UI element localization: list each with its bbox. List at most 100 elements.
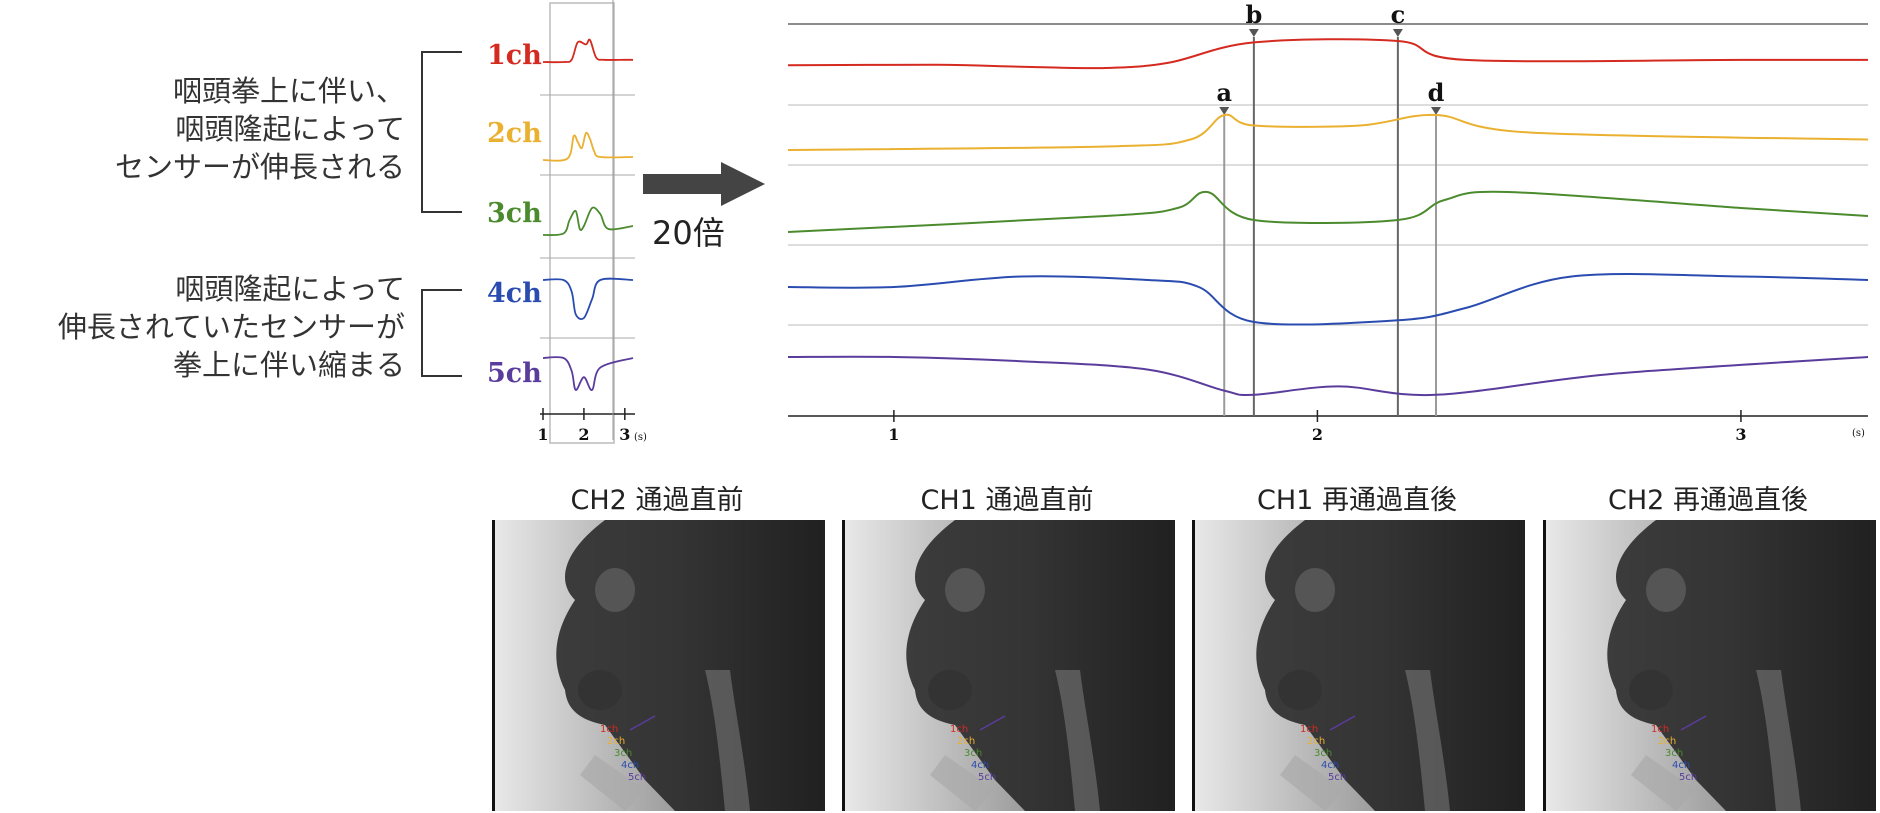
xray-channel-label: 1ch <box>1300 724 1318 735</box>
xray-channel-label: 3ch <box>1314 748 1332 759</box>
manometry-figure: 1ch 2ch 3ch 4ch 5ch 1 2 3 (s) 20倍 a b c d 1 2 3 (s) <box>421 0 1869 444</box>
xray-image: 1ch 2ch 3ch 4ch 5ch <box>1192 520 1525 811</box>
xray-channel-label: 1ch <box>600 724 618 735</box>
channel-label-4ch: 4ch <box>487 278 542 309</box>
xray-spine <box>705 670 750 811</box>
overview-series-2ch <box>542 131 634 162</box>
arrow-shaft <box>643 174 723 194</box>
xray-channel-label: 3ch <box>1665 748 1683 759</box>
overview-series-4ch <box>542 277 634 320</box>
xray-sensor-line <box>1680 715 1707 731</box>
zoomed-x-tick-label: 1 <box>888 425 899 444</box>
arrow-head <box>721 162 765 206</box>
xray-jaw <box>928 670 972 710</box>
xray-channel-label: 1ch <box>1651 724 1669 735</box>
xray-channel-label: 5ch <box>628 772 646 783</box>
xray-larynx <box>1280 755 1345 811</box>
zoom-label: 20倍 <box>652 214 725 252</box>
xray-channel-label: 4ch <box>621 760 639 771</box>
xray-sensor-line <box>1329 715 1356 731</box>
bracket-shrink <box>421 289 462 377</box>
xray-channel-label: 2ch <box>957 736 975 747</box>
overview-x-tick-label: 1 <box>537 425 548 444</box>
channel-label-1ch: 1ch <box>487 40 542 71</box>
xray-channel-label: 2ch <box>1307 736 1325 747</box>
marker-label-a: a <box>1216 78 1232 107</box>
channel-label-5ch: 5ch <box>487 358 542 389</box>
xray-image: 1ch 2ch 3ch 4ch 5ch <box>492 520 825 811</box>
xray-title: CH2 再通過直後 <box>1608 485 1808 516</box>
xray-jaw <box>578 670 622 710</box>
xray-channel-label: 4ch <box>1672 760 1690 771</box>
annotation-line: 拳上に伴い縮まる <box>172 348 405 382</box>
zoomed-series-5ch <box>787 355 1869 397</box>
overview-x-unit: (s) <box>634 432 647 443</box>
xray-channel-label: 4ch <box>1321 760 1339 771</box>
overview-highlight-box <box>549 2 615 444</box>
xray-larynx <box>930 755 995 811</box>
xray-channel-label: 4ch <box>971 760 989 771</box>
xray-channel-label: 5ch <box>1679 772 1697 783</box>
xray-skull-detail <box>945 568 985 612</box>
zoom-arrow <box>643 162 765 206</box>
xray-channel-label: 1ch <box>950 724 968 735</box>
xray-jaw <box>1278 670 1322 710</box>
annotation-shrink: 咽頭隆起によって 伸長されていたセンサーが 拳上に伴い縮まる <box>0 270 405 384</box>
zoomed-series-2ch <box>787 113 1869 151</box>
zoomed-x-tick-label: 3 <box>1735 425 1746 444</box>
channel-label-3ch: 3ch <box>487 198 542 229</box>
xray-title: CH2 通過直前 <box>570 485 744 516</box>
marker-arrow-a <box>1219 107 1230 115</box>
xray-channel-label: 2ch <box>607 736 625 747</box>
zoomed-series-3ch <box>787 190 1869 233</box>
xray-channel-label: 2ch <box>1658 736 1676 747</box>
xray-spine <box>1405 670 1450 811</box>
xray-title: CH1 再通過直後 <box>1257 485 1457 516</box>
xray-skull-detail <box>595 568 635 612</box>
overview-series-3ch <box>542 206 634 237</box>
marker-label-b: b <box>1245 0 1262 29</box>
marker-label-d: d <box>1428 78 1445 107</box>
marker-arrow-b <box>1248 29 1259 37</box>
annotation-line: 咽頭隆起によって <box>175 112 405 146</box>
xray-image: 1ch 2ch 3ch 4ch 5ch <box>842 520 1175 811</box>
annotation-line: 咽頭隆起によって <box>175 272 405 306</box>
annotation-stretch: 咽頭拳上に伴い、 咽頭隆起によって センサーが伸長される <box>20 72 405 186</box>
overview-series-5ch <box>542 356 634 391</box>
xray-channel-label: 3ch <box>964 748 982 759</box>
xray-spine <box>1055 670 1100 811</box>
overview-series-1ch <box>542 38 633 64</box>
zoomed-series-4ch <box>787 273 1869 326</box>
xray-larynx <box>1631 755 1696 811</box>
marker-arrow-c <box>1392 29 1403 37</box>
marker-label-c: c <box>1391 0 1406 29</box>
zoomed-chart: a b c d 1 2 3 (s) <box>787 0 1869 444</box>
zoomed-series-1ch <box>787 38 1868 70</box>
xray-skull-detail <box>1295 568 1335 612</box>
overview-x-tick-label: 3 <box>619 425 630 444</box>
xray-larynx <box>580 755 645 811</box>
zoomed-x-tick-label: 2 <box>1312 425 1323 444</box>
marker-arrow-d <box>1431 107 1441 115</box>
xray-sensor-line <box>979 715 1006 731</box>
annotation-line: センサーが伸長される <box>114 150 405 184</box>
overview-x-tick-label: 2 <box>578 425 589 444</box>
xray-channel-label: 3ch <box>614 748 632 759</box>
annotation-line: 咽頭拳上に伴い、 <box>172 74 405 108</box>
channel-label-2ch: 2ch <box>487 118 542 149</box>
xray-channel-label: 5ch <box>978 772 996 783</box>
xray-sensor-line <box>629 715 656 731</box>
xray-spine <box>1756 670 1801 811</box>
zoomed-x-unit: (s) <box>1852 428 1865 439</box>
bracket-stretch <box>421 51 462 213</box>
overview-chart: 1 2 3 (s) <box>537 0 647 444</box>
xray-channel-label: 5ch <box>1328 772 1346 783</box>
xray-jaw <box>1629 670 1673 710</box>
xray-title: CH1 通過直前 <box>920 485 1094 516</box>
xray-image: 1ch 2ch 3ch 4ch 5ch <box>1543 520 1876 811</box>
xray-skull-detail <box>1646 568 1686 612</box>
